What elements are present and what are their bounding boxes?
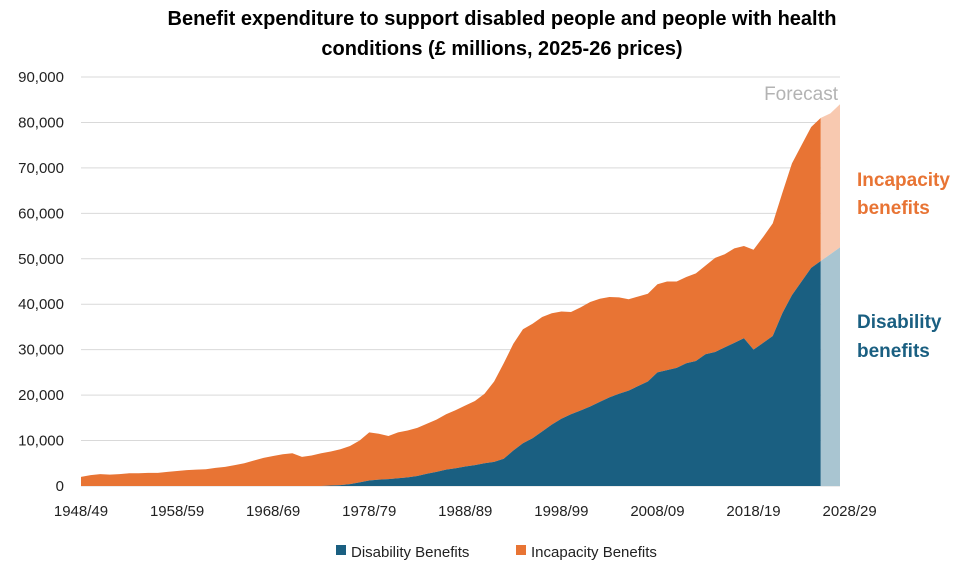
x-tick-label: 1988/89 [438, 503, 492, 520]
incapacity-side-label-line-1: Incapacity [857, 170, 950, 191]
incapacity-benefits-area [81, 117, 821, 487]
incapacity-side-label-line-2: benefits [857, 198, 930, 219]
incapacity-benefits-forecast-area [820, 104, 840, 262]
x-tick-label: 1958/59 [150, 503, 204, 520]
x-tick-label: 1978/79 [342, 503, 396, 520]
legend-swatch-disability [336, 545, 346, 555]
y-tick-label: 60,000 [18, 205, 64, 222]
x-tick-label: 1998/99 [534, 503, 588, 520]
y-axis-ticks: 0 10,000 20,000 30,000 40,000 50,000 60,000 70,… [18, 69, 64, 495]
forecast-label: Forecast [764, 84, 839, 105]
x-tick-label: 1948/49 [54, 503, 108, 520]
disability-side-label-line-1: Disability [857, 312, 942, 333]
chart-title-line-2: conditions (£ millions, 2025-26 prices) [321, 38, 682, 60]
disability-benefits-area [81, 261, 821, 486]
y-tick-label: 90,000 [18, 69, 64, 86]
y-tick-label: 40,000 [18, 296, 64, 313]
legend-swatch-incapacity [516, 545, 526, 555]
y-tick-label: 50,000 [18, 251, 64, 268]
x-tick-label: 2008/09 [630, 503, 684, 520]
y-tick-label: 70,000 [18, 160, 64, 177]
legend-label-incapacity: Incapacity Benefits [531, 544, 657, 561]
x-tick-label: 2028/29 [822, 503, 876, 520]
legend-label-disability: Disability Benefits [351, 544, 469, 561]
y-tick-label: 80,000 [18, 114, 64, 131]
y-tick-label: 20,000 [18, 387, 64, 404]
y-tick-label: 10,000 [18, 433, 64, 450]
x-axis-ticks: 1948/49 1958/59 1968/69 1978/79 1988/89 1998/… [54, 503, 877, 520]
x-tick-label: 2018/19 [726, 503, 780, 520]
disability-benefits-forecast-area [820, 247, 840, 486]
area-series [81, 104, 840, 487]
x-tick-label: 1968/69 [246, 503, 300, 520]
disability-side-label-line-2: benefits [857, 341, 930, 362]
y-tick-label: 0 [56, 478, 64, 495]
gridlines [81, 76, 840, 487]
y-tick-label: 30,000 [18, 342, 64, 359]
chart-title-line-1: Benefit expenditure to support disabled … [168, 8, 837, 30]
legend: Disability Benefits Incapacity Benefits [336, 544, 657, 561]
